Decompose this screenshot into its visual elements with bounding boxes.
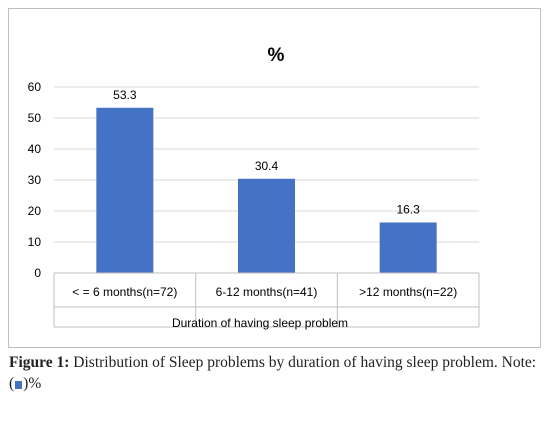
bars bbox=[96, 107, 437, 274]
x-axis-label: Duration of having sleep problem bbox=[172, 316, 348, 330]
data-label: 16.3 bbox=[396, 202, 420, 216]
y-tick-label: 60 bbox=[28, 80, 42, 94]
y-tick-label: 20 bbox=[28, 204, 42, 218]
figure-caption: Figure 1: Distribution of Sleep problems… bbox=[9, 352, 539, 394]
bar bbox=[379, 222, 437, 273]
chart-frame: % 0 10 20 30 40 50 60 53.3 30.4 16.3 < = 6 month… bbox=[8, 8, 541, 348]
caption-text: Distribution of Sleep problems by durati… bbox=[9, 354, 537, 392]
chart-title: % bbox=[268, 45, 285, 66]
data-label: 30.4 bbox=[255, 159, 279, 173]
figure-label: Figure 1: bbox=[9, 354, 70, 371]
data-label: 53.3 bbox=[113, 88, 137, 102]
data-labels: 53.3 30.4 16.3 bbox=[113, 88, 420, 217]
y-tick-label: 50 bbox=[28, 111, 42, 125]
y-tick-label: 10 bbox=[28, 235, 42, 249]
caption-text-end: )% bbox=[23, 375, 42, 392]
legend-swatch-icon bbox=[15, 381, 23, 389]
x-tick-label: >12 months(n=22) bbox=[359, 285, 457, 299]
y-axis-tick-labels: 0 10 20 30 40 50 60 bbox=[28, 80, 42, 280]
bar bbox=[238, 178, 295, 273]
x-axis: < = 6 months(n=72) 6-12 months(n=41) >12 m… bbox=[53, 272, 480, 328]
y-tick-label: 0 bbox=[34, 266, 41, 280]
x-tick-label: < = 6 months(n=72) bbox=[72, 285, 177, 299]
x-tick-label: 6-12 months(n=41) bbox=[216, 285, 318, 299]
bar bbox=[96, 107, 154, 274]
y-tick-label: 30 bbox=[28, 173, 42, 187]
y-tick-label: 40 bbox=[28, 142, 42, 156]
bar-chart: % 0 10 20 30 40 50 60 53.3 30.4 16.3 < = 6 month… bbox=[28, 45, 480, 330]
